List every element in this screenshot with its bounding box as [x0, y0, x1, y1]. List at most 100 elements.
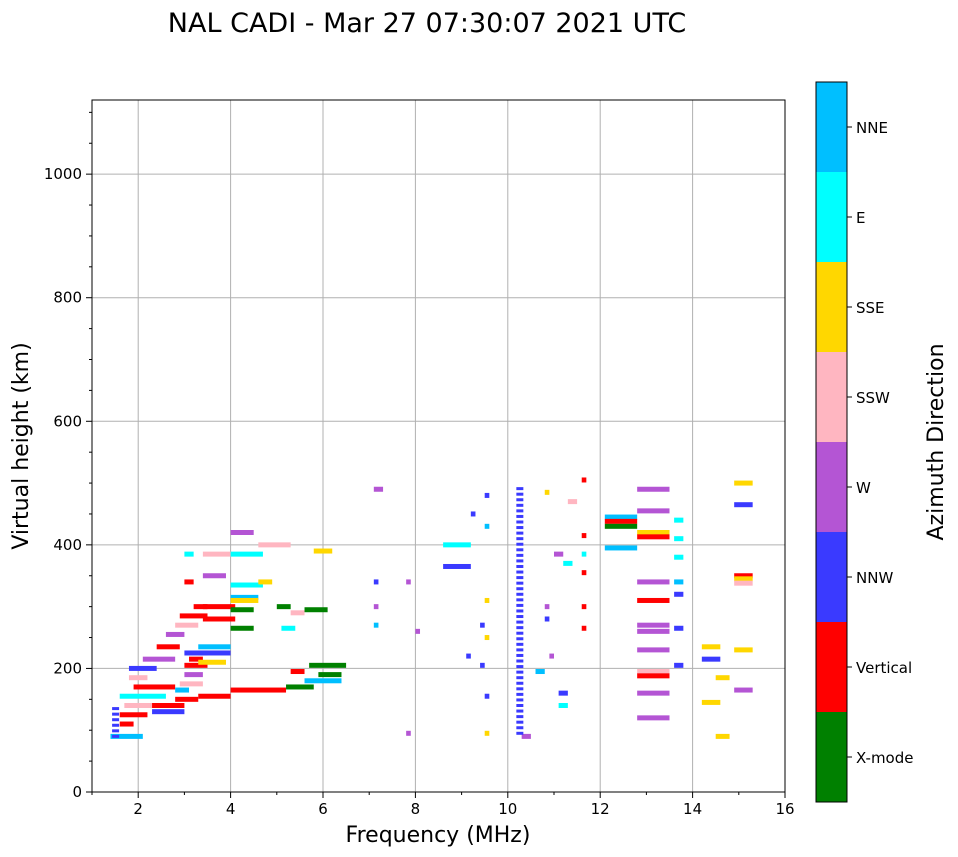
echo-column-dash [516, 709, 524, 713]
echo-column-dash [516, 487, 524, 491]
echo-segment [637, 673, 670, 679]
echo-column-dash [516, 587, 524, 591]
echo-segment [198, 659, 226, 665]
echo-segment [230, 607, 254, 613]
echo-column-dash [516, 542, 524, 546]
echo-column-dash [516, 514, 524, 518]
echo-segment [734, 502, 753, 508]
echo-column-dash [516, 526, 524, 530]
echo-segment [637, 715, 670, 721]
echo-segment [637, 486, 670, 492]
echo-segment [258, 542, 291, 548]
echo-segment [443, 563, 471, 569]
echo-column-dash [112, 718, 120, 722]
echo-column-dash [516, 581, 524, 585]
colorbar-swatch [816, 82, 847, 172]
echo-column-dash [516, 681, 524, 685]
y-tick-label: 0 [72, 783, 82, 801]
echo-segment [581, 570, 587, 576]
chart-title: NAL CADI - Mar 27 07:30:07 2021 UTC [168, 8, 686, 39]
echo-segment [637, 530, 670, 535]
echo-column-dash [516, 692, 524, 696]
echo-segment [484, 597, 490, 603]
echo-segment [179, 681, 203, 687]
echo-segment [637, 579, 670, 585]
echo-segment [175, 622, 199, 628]
x-tick-label: 8 [411, 800, 421, 818]
echo-segment [734, 573, 753, 579]
echo-segment [604, 545, 638, 551]
echo-segment [156, 644, 180, 650]
echo-segment [406, 730, 411, 736]
y-tick-label: 200 [53, 659, 82, 677]
echo-column-dash [516, 631, 524, 635]
echo-segment [373, 622, 379, 628]
colorbar-tick-label: NNW [856, 569, 893, 587]
echo-segment [734, 576, 753, 582]
echo-column-dash [516, 592, 524, 596]
echo-segment [175, 687, 190, 693]
echo-segment [674, 625, 684, 631]
data-marks [110, 477, 753, 739]
echo-segment [637, 508, 670, 514]
colorbar-tick-label: X-mode [856, 749, 913, 767]
y-axis-label: Virtual height (km) [9, 342, 34, 549]
echo-segment [198, 693, 231, 699]
echo-column-dash [516, 626, 524, 630]
echo-segment [549, 653, 554, 659]
echo-segment [674, 517, 684, 523]
echo-segment [734, 480, 753, 486]
echo-segment [484, 693, 490, 699]
echo-segment [521, 733, 531, 739]
echo-segment [480, 622, 485, 628]
echo-column-dash [516, 576, 524, 580]
echo-segment [230, 594, 259, 600]
echo-segment [202, 604, 236, 610]
y-tick-label: 400 [53, 536, 82, 554]
echo-segment [484, 492, 490, 498]
echo-segment [637, 622, 670, 628]
echo-column-dash [516, 564, 524, 568]
echo-segment [734, 580, 753, 586]
echo-column-dash [516, 659, 524, 663]
echo-segment [189, 656, 203, 662]
echo-segment [373, 486, 384, 492]
echo-segment [604, 518, 638, 524]
y-tick-label: 1000 [44, 165, 82, 183]
echo-segment [715, 675, 730, 681]
echo-segment [674, 554, 684, 560]
x-tick-label: 14 [683, 800, 702, 818]
echo-segment [581, 625, 587, 631]
echo-segment [373, 579, 379, 585]
x-tick-label: 16 [775, 800, 794, 818]
echo-column-dash [516, 620, 524, 624]
echo-column-dash [516, 665, 524, 669]
echo-segment [470, 511, 476, 517]
echo-segment [544, 604, 550, 610]
echo-column-dash [516, 670, 524, 674]
echo-segment [637, 628, 670, 634]
echo-column-dash [516, 509, 524, 513]
echo-column-dash [516, 559, 524, 563]
echo-segment [152, 709, 185, 715]
echo-segment [304, 678, 342, 684]
grid-lines [92, 100, 785, 792]
echo-segment [544, 616, 550, 622]
x-tick-label: 4 [226, 800, 236, 818]
echo-column-dash [516, 531, 524, 535]
colorbar-swatch [816, 172, 847, 262]
echo-column-dash [516, 598, 524, 602]
echo-segment [258, 579, 273, 585]
echo-segment [230, 551, 263, 557]
echo-column-dash [112, 707, 120, 711]
echo-segment [230, 597, 259, 603]
colorbar-swatch [816, 262, 847, 352]
echo-segment [230, 625, 254, 631]
echo-segment [406, 579, 411, 585]
echo-segment [202, 616, 236, 622]
echo-column-dash [516, 498, 524, 502]
echo-segment [581, 477, 587, 483]
echo-column-dash [112, 734, 120, 738]
colorbar-swatch [816, 352, 847, 442]
echo-segment [373, 604, 379, 610]
